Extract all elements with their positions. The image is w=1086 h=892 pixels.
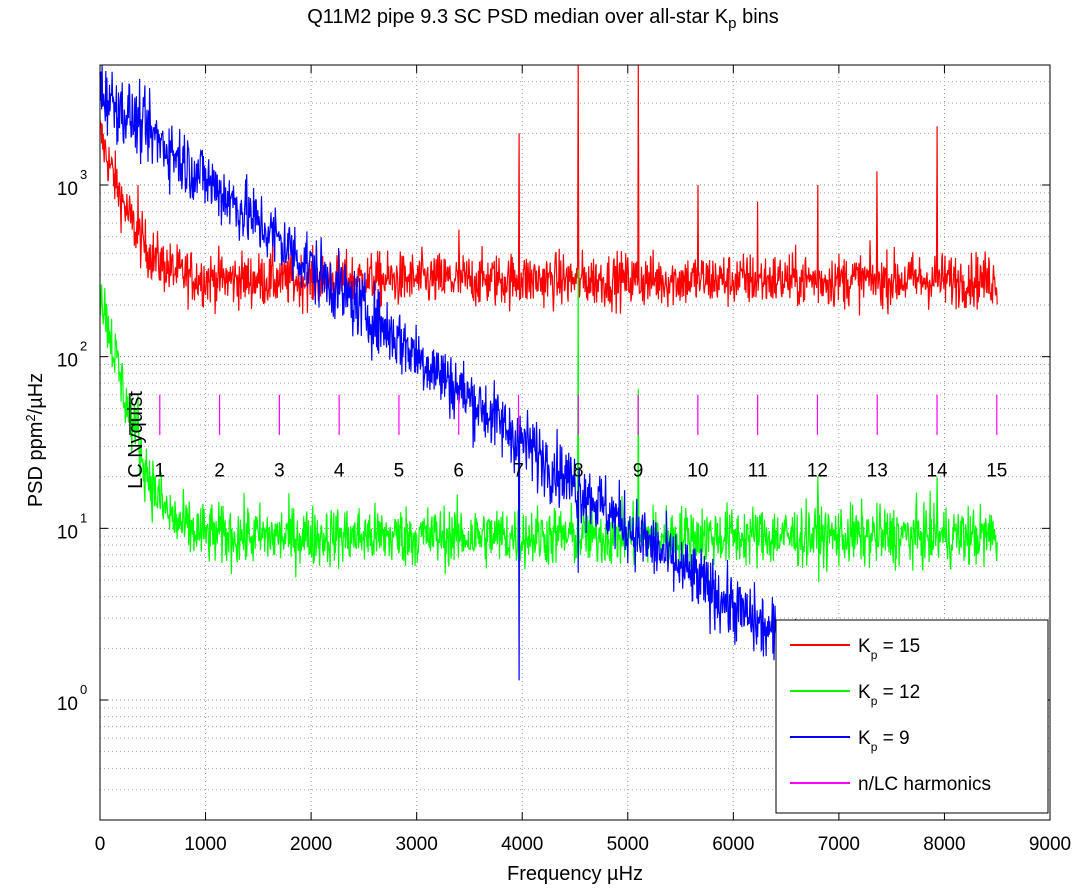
x-tick-label: 2000: [290, 834, 332, 855]
harmonic-label: 11: [748, 461, 768, 482]
y-axis-label: PSD ppm2/µHz: [23, 373, 48, 507]
harmonic-label: 7: [513, 461, 524, 482]
x-tick-label: 7000: [818, 834, 860, 855]
y-tick-label: 10: [57, 522, 78, 543]
harmonic-label: 8: [573, 461, 584, 482]
x-tick-label: 4000: [501, 834, 543, 855]
harmonic-label: 6: [453, 461, 464, 482]
x-tick-label: 5000: [607, 834, 649, 855]
harmonic-label: 4: [334, 461, 345, 482]
harmonic-label: 2: [214, 461, 225, 482]
harmonic-markers: 1 2 3 4 5 6 7 8 9 10 11 12 13 14 15: [129, 394, 1007, 482]
legend-label: Kp = 15: [858, 636, 920, 662]
legend: Kp = 15 Kp = 12 Kp = 9 n/LC harmonics: [775, 619, 1049, 814]
legend-label: n/LC harmonics: [858, 774, 991, 795]
harmonic-label: 10: [687, 461, 708, 482]
harmonic-label: 9: [633, 461, 644, 482]
series-line-0: [99, 64, 998, 316]
y-tick-exponent: 2: [80, 339, 87, 354]
legend-box: [775, 619, 1049, 814]
axes-frame: [99, 64, 1051, 821]
y-tick-label: 10: [57, 179, 78, 200]
harmonic-label: 15: [986, 461, 1007, 482]
harmonic-label: 3: [274, 461, 285, 482]
x-tick-label: 9000: [1029, 834, 1071, 855]
x-axis-label: Frequency µHz: [507, 863, 643, 885]
y-tick-label: 10: [57, 694, 78, 715]
y-tick-exponent: 0: [80, 682, 87, 697]
harmonic-label: 13: [867, 461, 888, 482]
harmonic-label: 14: [926, 461, 948, 482]
x-tick-label: 6000: [712, 834, 754, 855]
harmonic-label: 12: [807, 461, 828, 482]
legend-label: Kp = 9: [858, 728, 910, 754]
x-tick-label: 1000: [184, 834, 226, 855]
lc-nyquist-label: LC Nyquist: [125, 391, 147, 489]
chart-title: Q11M2 pipe 9.3 SC PSD median over all-st…: [307, 6, 779, 32]
axis-ticks: 0 1000 2000 3000 4000 5000 6000 7000 8000 9000100…: [57, 65, 1071, 855]
legend-label: Kp = 12: [858, 682, 920, 708]
series-line-1: [99, 269, 998, 583]
harmonic-label: 1: [154, 461, 165, 482]
x-tick-label: 0: [95, 834, 106, 855]
y-tick-exponent: 3: [80, 167, 87, 182]
y-tick-label: 10: [57, 351, 78, 372]
x-tick-label: 3000: [396, 834, 438, 855]
x-tick-label: 8000: [923, 834, 965, 855]
y-tick-exponent: 1: [80, 510, 87, 525]
harmonic-label: 5: [394, 461, 405, 482]
